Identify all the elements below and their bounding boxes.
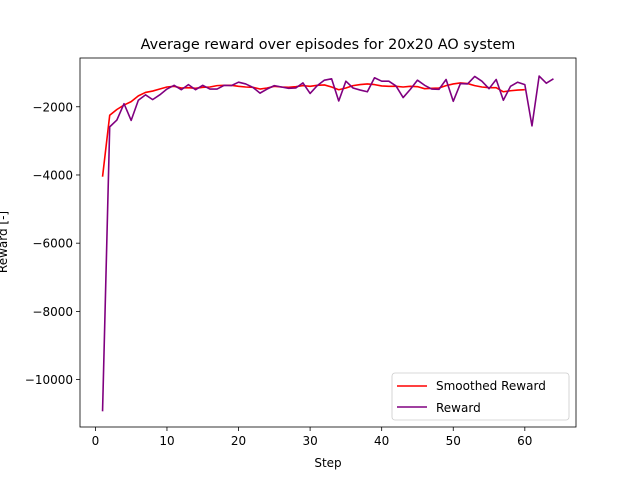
legend-label-reward: Reward — [436, 401, 481, 415]
y-tick-label: −4000 — [32, 168, 73, 182]
plot-lines — [101, 75, 554, 412]
x-tick-label: 20 — [231, 434, 246, 448]
x-tick-label: 60 — [517, 434, 532, 448]
x-tick-label: 50 — [446, 434, 461, 448]
legend-box — [391, 372, 570, 421]
y-tick-label: −10000 — [25, 373, 73, 387]
y-tick-label: −8000 — [32, 305, 73, 319]
x-tick-label: 0 — [92, 434, 100, 448]
x-axis-label: Step — [314, 456, 341, 470]
legend-label-smoothed-reward: Smoothed Reward — [436, 379, 546, 393]
legend: Smoothed Reward Reward — [391, 372, 570, 421]
chart-title: Average reward over episodes for 20x20 A… — [141, 37, 516, 53]
x-tick-label: 40 — [374, 434, 389, 448]
x-tick-label: 10 — [159, 434, 174, 448]
y-tick-label: −6000 — [32, 237, 73, 251]
series-line-smoothed-reward — [101, 82, 525, 177]
plot-frame — [79, 57, 577, 428]
series-line-reward — [101, 75, 554, 412]
x-tick-label: 30 — [302, 434, 317, 448]
y-axis-label: Reward [-] — [0, 211, 10, 273]
y-tick-label: −2000 — [32, 100, 73, 114]
x-axis-ticks: 0 10 20 30 40 50 60 — [92, 427, 532, 448]
y-axis-ticks: −10000 −8000 −6000 −4000 −2000 — [25, 100, 80, 387]
